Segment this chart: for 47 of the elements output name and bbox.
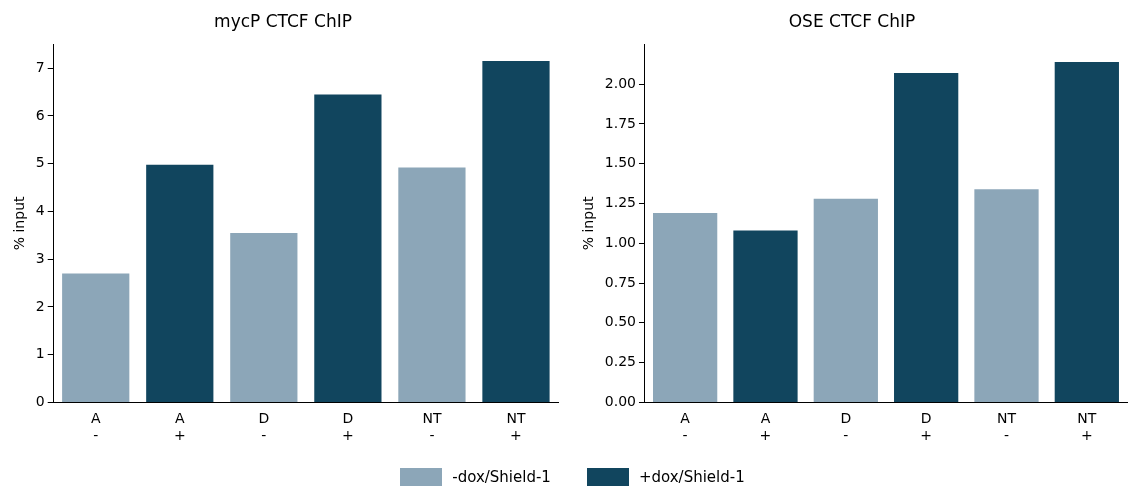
bar	[733, 230, 798, 402]
y-tick-label: 4	[35, 202, 45, 219]
y-tick-label: 3	[35, 249, 45, 266]
bar	[482, 61, 550, 402]
bar	[230, 232, 298, 402]
y-tick-label: 5	[35, 154, 45, 171]
x-tick-label: A -	[90, 410, 101, 444]
x-tick-label: NT -	[422, 410, 442, 444]
x-tick-label: A +	[173, 410, 186, 444]
bar	[398, 167, 466, 402]
y-tick-label: 6	[35, 106, 45, 123]
bar	[974, 189, 1039, 402]
chart-title: OSE CTCF ChIP	[788, 10, 916, 31]
y-axis-title: % input	[11, 196, 28, 251]
chart-title: mycP CTCF ChIP	[214, 10, 352, 31]
y-tick-label: 2	[35, 297, 45, 314]
bar	[1054, 61, 1119, 402]
y-tick-label: 7	[35, 58, 45, 75]
y-tick-label: 0.50	[604, 313, 636, 330]
x-tick-label: NT +	[506, 410, 526, 444]
x-tick-label: D -	[258, 410, 270, 444]
y-axis-title: % input	[580, 196, 597, 251]
y-tick-label: 1	[35, 345, 45, 362]
x-tick-label: D -	[840, 410, 852, 444]
legend-label: -dox/Shield-1	[452, 468, 551, 486]
bar	[653, 213, 718, 402]
y-tick-label: 1.50	[604, 154, 636, 171]
bar	[314, 94, 382, 402]
bar	[146, 164, 214, 402]
x-tick-label: NT -	[996, 410, 1017, 444]
y-tick-label: 0.00	[604, 393, 636, 410]
legend-label: +dox/Shield-1	[638, 468, 745, 486]
bar	[813, 198, 878, 402]
y-tick-label: 0	[35, 393, 45, 410]
y-tick-label: 0.75	[604, 273, 636, 290]
x-tick-label: A -	[680, 410, 691, 444]
y-tick-label: 2.00	[604, 74, 636, 91]
x-tick-label: NT +	[1077, 410, 1097, 444]
x-tick-label: D +	[920, 410, 933, 444]
y-tick-label: 1.75	[604, 114, 636, 131]
y-tick-label: 1.00	[604, 233, 636, 250]
x-tick-label: A +	[759, 410, 772, 444]
y-tick-label: 1.25	[604, 194, 636, 211]
bar	[894, 73, 959, 402]
bar	[62, 273, 130, 402]
y-tick-label: 0.25	[604, 353, 636, 370]
x-tick-label: D +	[342, 410, 354, 444]
